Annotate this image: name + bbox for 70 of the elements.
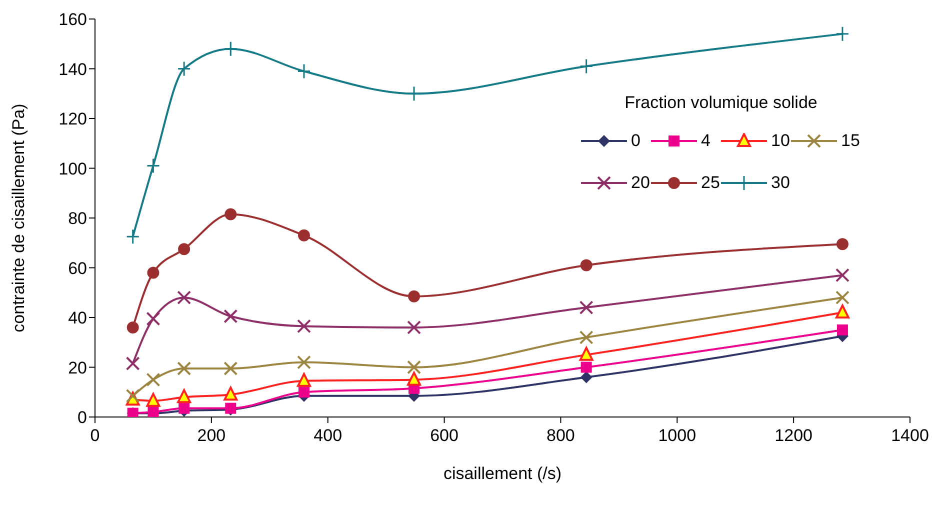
legend-label: 25	[701, 173, 720, 193]
y-tick-label: 60	[68, 258, 87, 278]
point	[408, 290, 420, 302]
point	[298, 386, 310, 398]
x-tick-label: 200	[197, 426, 226, 446]
point	[296, 372, 311, 387]
point	[407, 320, 422, 334]
point	[146, 312, 160, 326]
point	[580, 259, 592, 272]
point	[147, 266, 160, 279]
x-tick-label: 800	[546, 426, 575, 446]
y-tick-label: 20	[68, 358, 87, 378]
legend-label: 20	[631, 173, 650, 193]
point	[836, 324, 848, 336]
x-tick-label: 1200	[774, 426, 812, 446]
y-tick-label: 40	[68, 308, 87, 328]
point	[580, 371, 592, 384]
point	[835, 268, 850, 282]
legend-label: 10	[771, 131, 790, 151]
point	[177, 361, 192, 376]
point	[146, 392, 160, 407]
x-tick-label: 600	[430, 426, 458, 446]
point	[146, 158, 160, 174]
y-tick-label: 160	[58, 10, 87, 30]
x-tick-label: 1400	[891, 426, 929, 446]
x-axis-title: cisaillement (/s)	[443, 464, 562, 483]
point	[224, 309, 238, 324]
y-tick-label: 0	[78, 408, 87, 428]
point	[126, 228, 140, 244]
point	[579, 330, 594, 344]
point	[835, 290, 850, 305]
y-tick-label: 140	[58, 60, 87, 79]
legend-label: 0	[631, 131, 640, 151]
point	[178, 402, 190, 414]
point	[178, 243, 190, 256]
point	[579, 300, 594, 315]
point	[224, 386, 238, 401]
x-tick-label: 400	[314, 426, 342, 446]
point	[177, 389, 192, 404]
point	[126, 321, 139, 334]
point	[298, 229, 310, 242]
point	[146, 372, 160, 387]
y-tick-label: 80	[68, 209, 87, 228]
y-tick-label: 100	[58, 159, 87, 178]
point	[296, 355, 311, 370]
point	[177, 61, 191, 76]
x-tick-label: 0	[90, 426, 100, 446]
legend-label: 30	[771, 173, 790, 193]
point	[224, 361, 238, 376]
legend-title: Fraction volumique solide	[624, 93, 818, 113]
point	[407, 360, 422, 374]
y-tick-label: 120	[58, 110, 87, 129]
point	[835, 304, 850, 319]
point	[224, 208, 237, 220]
point	[836, 26, 850, 42]
point	[580, 362, 592, 373]
point	[580, 58, 594, 74]
y-axis-title: contrainte de cisaillement (Pa)	[9, 104, 28, 332]
point	[297, 63, 311, 79]
point	[296, 319, 311, 334]
legend-label: 15	[841, 131, 860, 151]
x-tick-label: 1000	[658, 426, 696, 446]
point	[126, 388, 140, 403]
point	[224, 41, 238, 57]
point	[836, 238, 848, 250]
legend-label: 4	[701, 131, 710, 151]
point	[177, 290, 192, 305]
point	[126, 356, 140, 371]
point	[407, 372, 422, 386]
point	[579, 346, 594, 361]
